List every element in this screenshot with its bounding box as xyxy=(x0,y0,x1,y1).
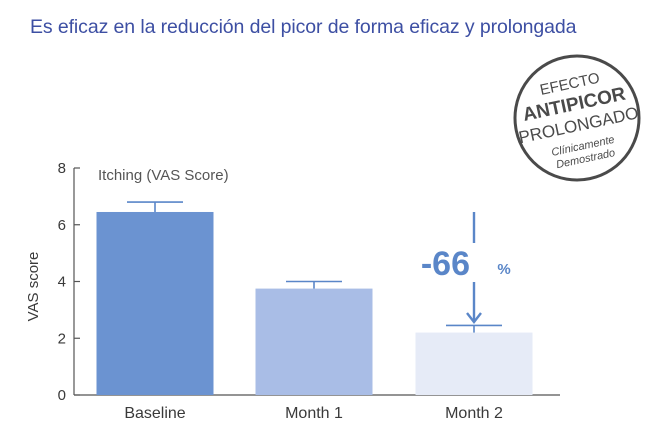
bar-month-1 xyxy=(255,288,373,395)
chart-title: Itching (VAS Score) xyxy=(98,167,229,184)
y-tick-label: 4 xyxy=(58,274,66,291)
page-headline: Es eficaz en la reducción del picor de f… xyxy=(30,16,577,38)
reduction-unit: % xyxy=(497,261,510,278)
y-tick-label: 0 xyxy=(58,387,66,404)
reduction-annotation: -66% xyxy=(421,212,511,324)
seal-circle xyxy=(513,54,641,182)
annotation-arrow-head xyxy=(466,312,482,324)
x-tick-label: Baseline xyxy=(124,405,185,422)
chart-labels: 0 2 4 6 8 VAS score Itching (VAS Score) Baselin… xyxy=(25,160,503,422)
x-tick-label: Month 2 xyxy=(445,405,503,422)
y-tick-label: 2 xyxy=(58,330,66,347)
y-axis-label: VAS score xyxy=(25,252,42,322)
y-tick-label: 8 xyxy=(58,160,66,177)
x-tick-label: Month 1 xyxy=(285,405,343,422)
bar-month-2 xyxy=(415,332,533,395)
chart-bars xyxy=(96,201,533,395)
clinically-proven-seal: EFECTO ANTIPICOR PROLONGADO Clínicamente… xyxy=(513,54,641,182)
reduction-value: -66 xyxy=(421,245,470,283)
y-tick-label: 6 xyxy=(58,217,66,234)
bar-baseline xyxy=(96,211,214,395)
